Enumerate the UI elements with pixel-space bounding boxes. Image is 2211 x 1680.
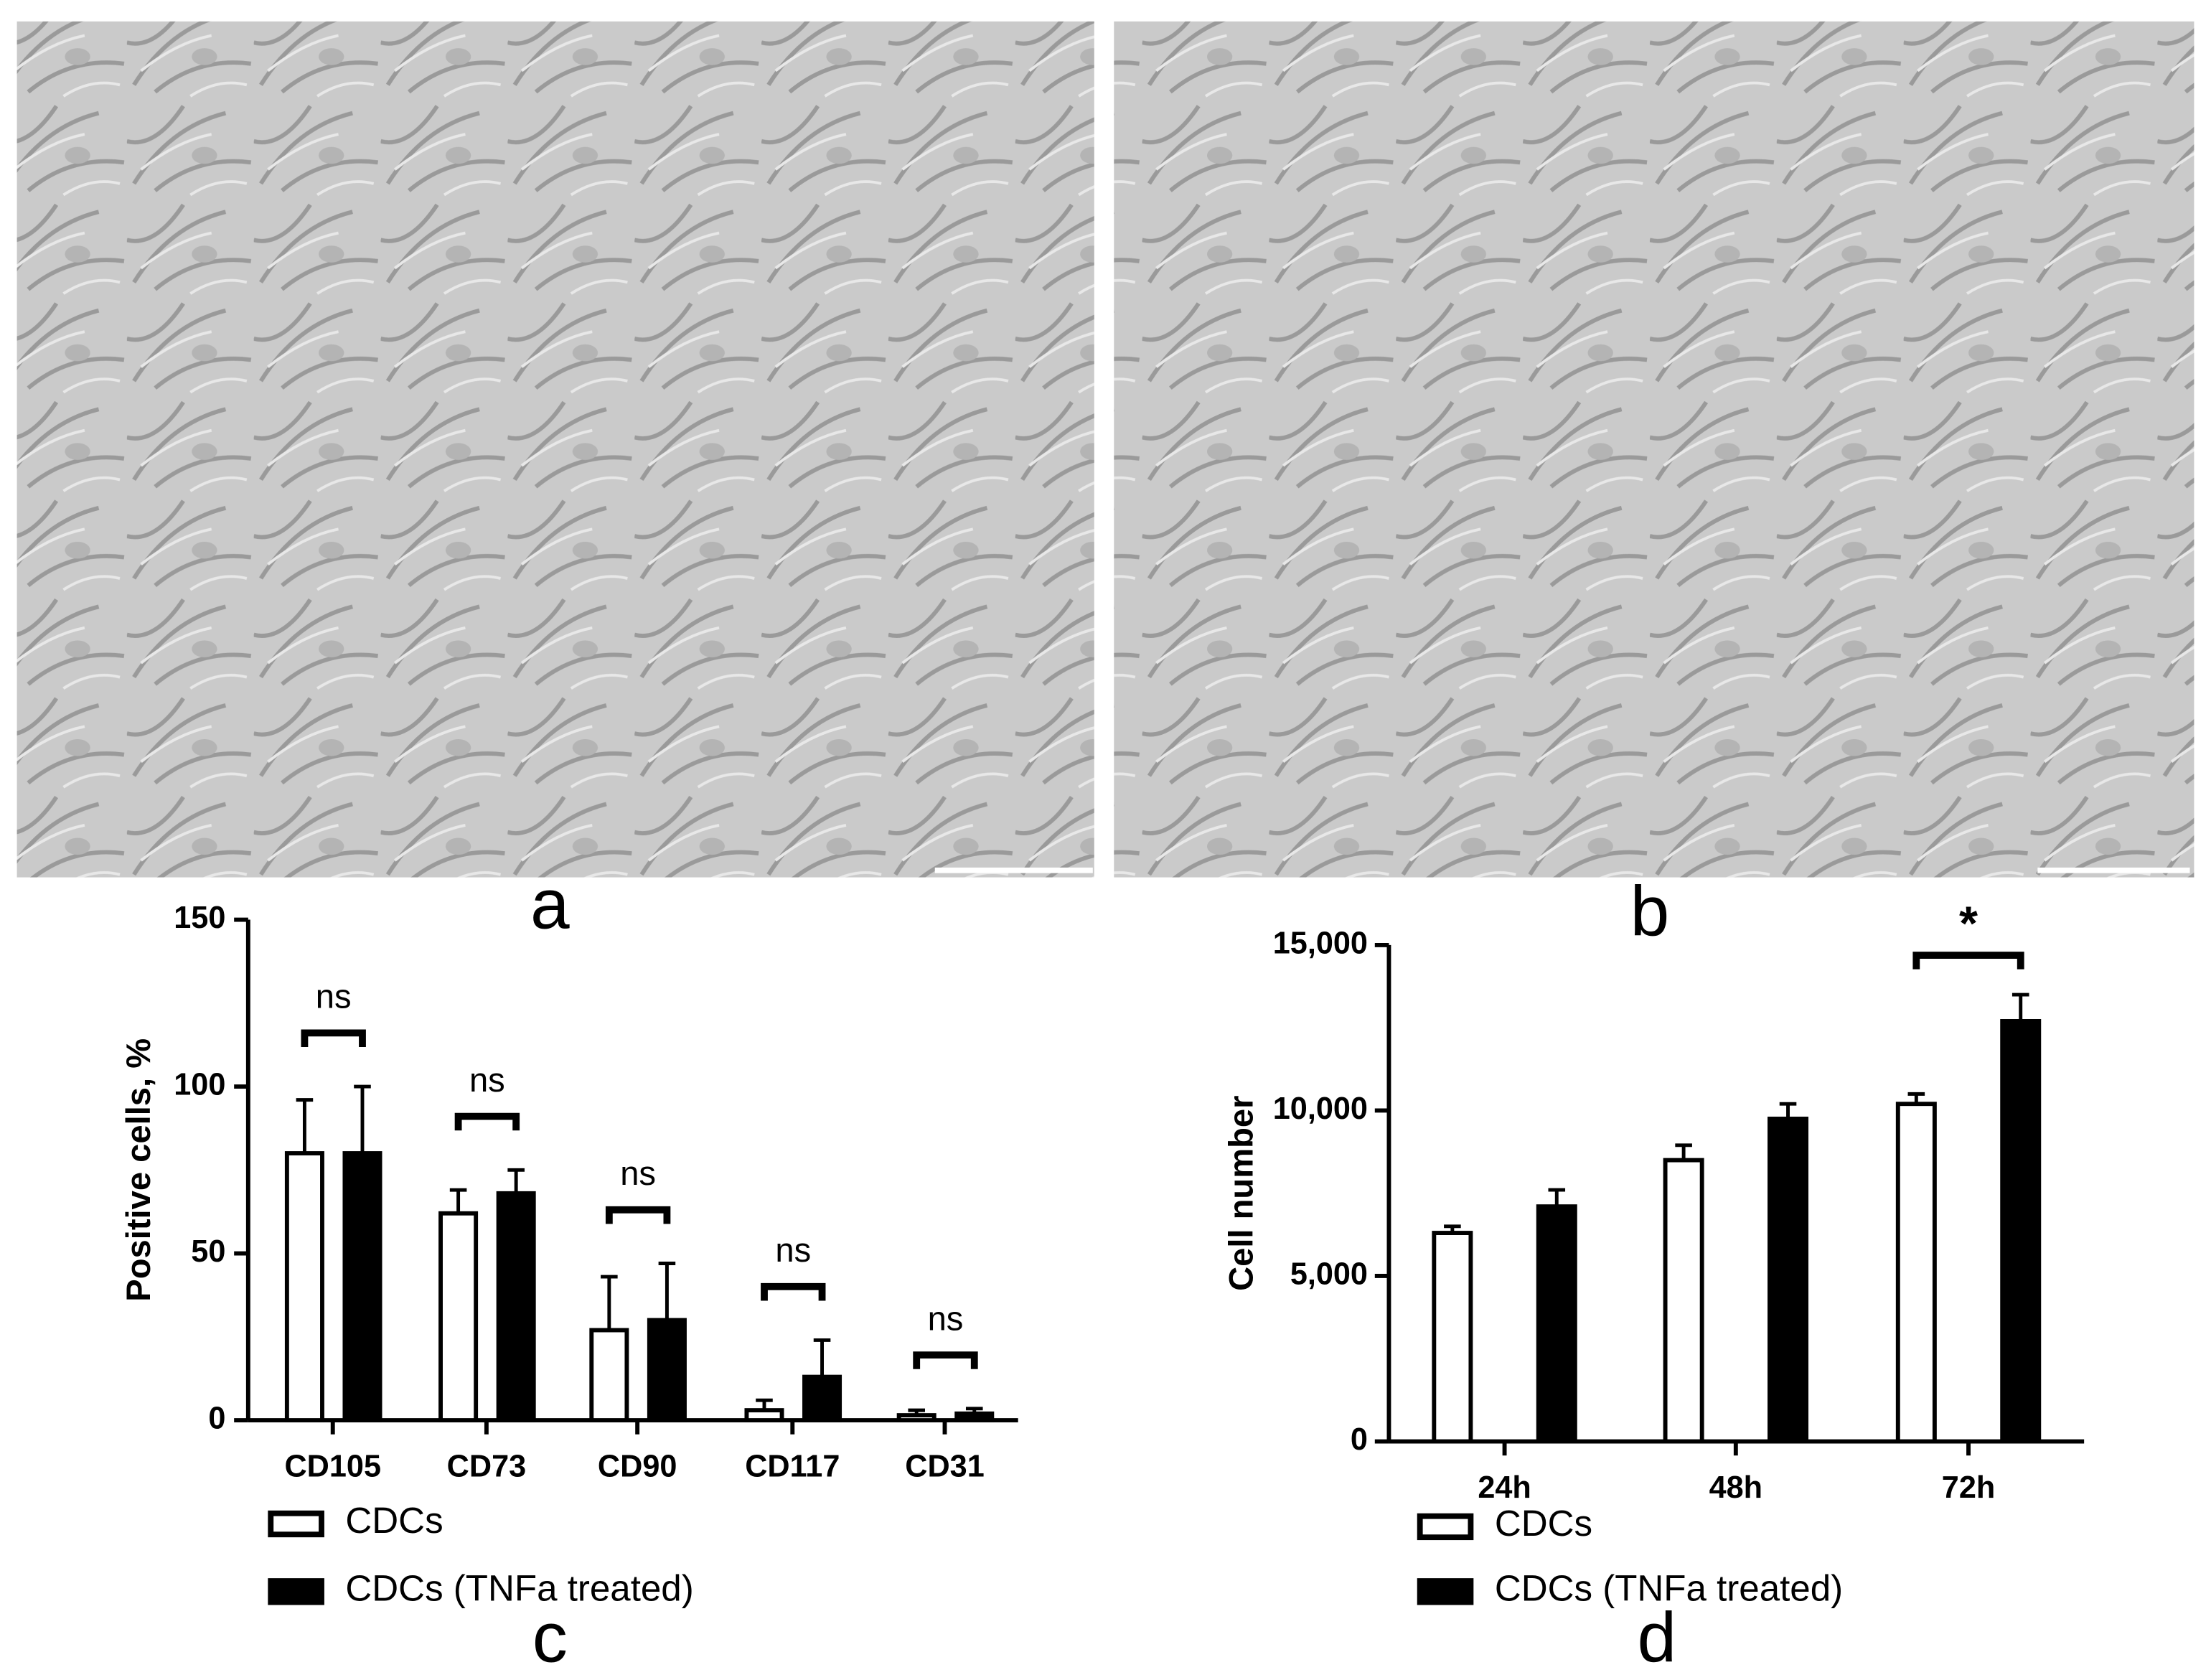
- significance-bracket: [454, 1112, 520, 1131]
- error-bar: [1444, 1224, 1461, 1234]
- x-tick-label: CD31: [905, 1449, 985, 1483]
- error-bar: [908, 1408, 925, 1416]
- x-tick-label: CD105: [284, 1449, 381, 1483]
- x-tick-label: CD117: [745, 1449, 840, 1483]
- x-tick-label: 48h: [1709, 1470, 1762, 1505]
- panel-label: a: [530, 865, 570, 944]
- bar: [342, 1151, 382, 1423]
- legend-label: CDCs: [345, 1500, 443, 1541]
- significance-label: ns: [775, 1231, 811, 1269]
- significance-bracket: [761, 1282, 826, 1301]
- bar: [438, 1211, 479, 1423]
- significance-label: ns: [928, 1299, 964, 1337]
- error-bar: [658, 1262, 676, 1320]
- bar: [1536, 1204, 1577, 1444]
- significance-bracket: [605, 1206, 671, 1224]
- error-bar: [296, 1098, 314, 1154]
- bar: [1895, 1102, 1937, 1444]
- micrograph: [1114, 21, 2194, 878]
- legend-swatch: [268, 1510, 324, 1538]
- error-bar: [813, 1338, 831, 1377]
- significance-bracket: [913, 1351, 978, 1369]
- y-tick-label: 150: [174, 901, 225, 935]
- legend-label: CDCs (TNFa treated): [1495, 1567, 1843, 1608]
- error-bar: [507, 1168, 525, 1193]
- y-tick-label: 10,000: [1273, 1092, 1368, 1126]
- bar: [284, 1151, 324, 1423]
- legend-swatch: [1417, 1578, 1474, 1605]
- bar: [802, 1374, 842, 1423]
- significance-bracket: [301, 1029, 366, 1048]
- error-bar: [1548, 1188, 1566, 1207]
- panel-label: b: [1630, 872, 1670, 951]
- bar: [496, 1191, 536, 1423]
- y-tick-label: 0: [208, 1401, 225, 1435]
- error-bar: [1779, 1102, 1797, 1119]
- significance-label: ns: [469, 1061, 505, 1099]
- x-tick-label: 72h: [1942, 1470, 1995, 1505]
- error-bar: [449, 1188, 467, 1214]
- bar: [1768, 1117, 1809, 1444]
- y-axis-label: Cell number: [1222, 1096, 1260, 1291]
- bar: [896, 1413, 936, 1423]
- legend-swatch: [268, 1578, 324, 1605]
- bar: [744, 1408, 784, 1423]
- y-tick-label: 15,000: [1273, 926, 1368, 960]
- error-bar: [965, 1407, 983, 1414]
- legend-label: CDCs (TNFa treated): [345, 1567, 693, 1608]
- bar: [1663, 1158, 1704, 1444]
- legend-swatch: [1417, 1513, 1474, 1541]
- y-tick-label: 5,000: [1290, 1257, 1368, 1291]
- error-bar: [1907, 1092, 1925, 1104]
- bar: [2000, 1018, 2042, 1444]
- y-tick-label: 100: [174, 1067, 225, 1102]
- significance-label: ns: [316, 977, 352, 1015]
- panel-label: c: [532, 1597, 568, 1676]
- error-bar: [601, 1275, 618, 1331]
- bar: [647, 1318, 687, 1423]
- panel-label: d: [1637, 1597, 1676, 1676]
- y-tick-label: 0: [1351, 1422, 1368, 1457]
- significance-bracket: [1912, 952, 2024, 970]
- x-tick-label: 24h: [1478, 1470, 1531, 1505]
- significance-label: ns: [620, 1154, 656, 1192]
- y-axis-label: Positive cells, %: [119, 1038, 157, 1302]
- error-bar: [2012, 992, 2029, 1021]
- x-tick-label: CD73: [447, 1449, 527, 1483]
- error-bar: [756, 1398, 773, 1411]
- error-bar: [354, 1084, 371, 1154]
- significance-label: *: [1959, 897, 1978, 950]
- error-bar: [1675, 1143, 1692, 1160]
- micrograph: [17, 21, 1094, 878]
- bar: [589, 1328, 629, 1423]
- y-tick-label: 50: [191, 1234, 225, 1269]
- bar: [1432, 1231, 1473, 1444]
- x-tick-label: CD90: [598, 1449, 677, 1483]
- bar: [954, 1411, 995, 1423]
- legend-label: CDCs: [1495, 1503, 1592, 1544]
